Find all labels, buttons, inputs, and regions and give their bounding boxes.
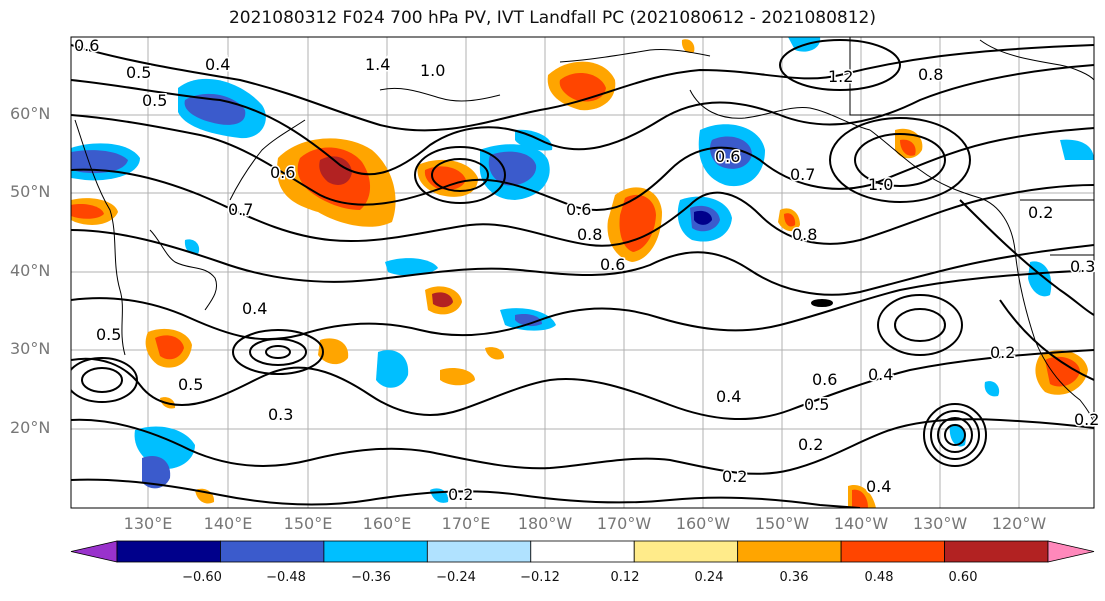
map-panel: 0.6 0.5 0.5 0.4 1.4 1.0 1.2 0.8 0.6 0.7 …	[70, 35, 1101, 509]
contour-label: 0.2	[448, 485, 473, 504]
map-frame	[70, 36, 1095, 509]
contour-label: 0.4	[205, 55, 230, 74]
contour-labels: 0.6 0.5 0.5 0.4 1.4 1.0 1.2 0.8 0.6 0.7 …	[73, 35, 1101, 506]
lon-label: 160°W	[675, 514, 731, 533]
lon-label: 170°E	[441, 514, 491, 533]
contour-label: 0.8	[577, 225, 602, 244]
lon-label: 140°E	[203, 514, 253, 533]
contour-label: 0.2	[798, 435, 823, 454]
contour-label: 0.5	[142, 91, 167, 110]
contour-label: 0.3	[1070, 257, 1095, 276]
contour-label: 0.2	[990, 343, 1015, 362]
contour-label: 0.4	[868, 365, 893, 384]
contour-label: 0.6	[74, 36, 99, 55]
lat-label: 40°N	[10, 261, 51, 280]
contour-label: 0.8	[792, 225, 817, 244]
contour-label: 0.2	[722, 467, 747, 486]
contour-label: 0.5	[96, 325, 121, 344]
lat-label: 50°N	[10, 182, 51, 201]
colorbar-tick: −0.60	[182, 570, 222, 585]
contour-label: 0.6	[566, 200, 591, 219]
chart-title: 2021080312 F024 700 hPa PV, IVT Landfall…	[228, 8, 876, 28]
colorbar-tick: 0.60	[948, 570, 978, 585]
contour-label: 0.4	[716, 387, 741, 406]
colorbar-tick: −0.12	[520, 570, 560, 585]
colorbar-tick: 0.24	[694, 570, 724, 585]
colorbar-tick: 0.48	[864, 570, 894, 585]
pv-contours	[71, 39, 1094, 508]
lat-label: 30°N	[10, 339, 51, 358]
contour-label: 1.4	[365, 55, 390, 74]
colorbar-tick: 0.36	[779, 570, 809, 585]
contour-label: 1.0	[420, 61, 445, 80]
lon-label: 150°E	[283, 514, 333, 533]
contour-label: 0.8	[918, 65, 943, 84]
lon-label: 180°W	[517, 514, 573, 533]
contour-label: 1.0	[868, 175, 893, 194]
colorbar-tick: −0.24	[436, 570, 476, 585]
contour-label: 0.6	[600, 255, 625, 274]
lon-label: 120°W	[991, 514, 1047, 533]
lon-label: 130°W	[912, 514, 968, 533]
contour-label: 0.6	[715, 147, 740, 166]
colorbar-tick: −0.48	[266, 570, 306, 585]
contour-label: 0.3	[268, 405, 293, 424]
contour-label: 0.7	[228, 200, 253, 219]
contour-label: 1.2	[828, 67, 853, 86]
contour-label: 0.5	[126, 63, 151, 82]
lon-label: 150°W	[754, 514, 810, 533]
lat-label: 20°N	[10, 418, 51, 437]
coastlines	[74, 37, 1094, 426]
contour-label: 0.4	[866, 477, 891, 496]
contour-label: 0.5	[178, 375, 203, 394]
lon-label: 170°W	[596, 514, 652, 533]
contour-label: 0.7	[790, 165, 815, 184]
contour-label: 0.6	[270, 163, 295, 182]
contour-label: 0.6	[812, 370, 837, 389]
lon-label: 130°E	[123, 514, 173, 533]
colorbar-tick: −0.36	[351, 570, 391, 585]
lon-label: 160°E	[362, 514, 412, 533]
lat-label: 60°N	[10, 104, 51, 123]
contour-label: 0.4	[242, 299, 267, 318]
contour-label: 0.2	[1028, 203, 1053, 222]
colorbar-tick: 0.12	[610, 570, 640, 585]
lon-label: 140°W	[833, 514, 889, 533]
contour-label: 0.2	[1074, 410, 1099, 429]
contour-label: 0.5	[804, 395, 829, 414]
